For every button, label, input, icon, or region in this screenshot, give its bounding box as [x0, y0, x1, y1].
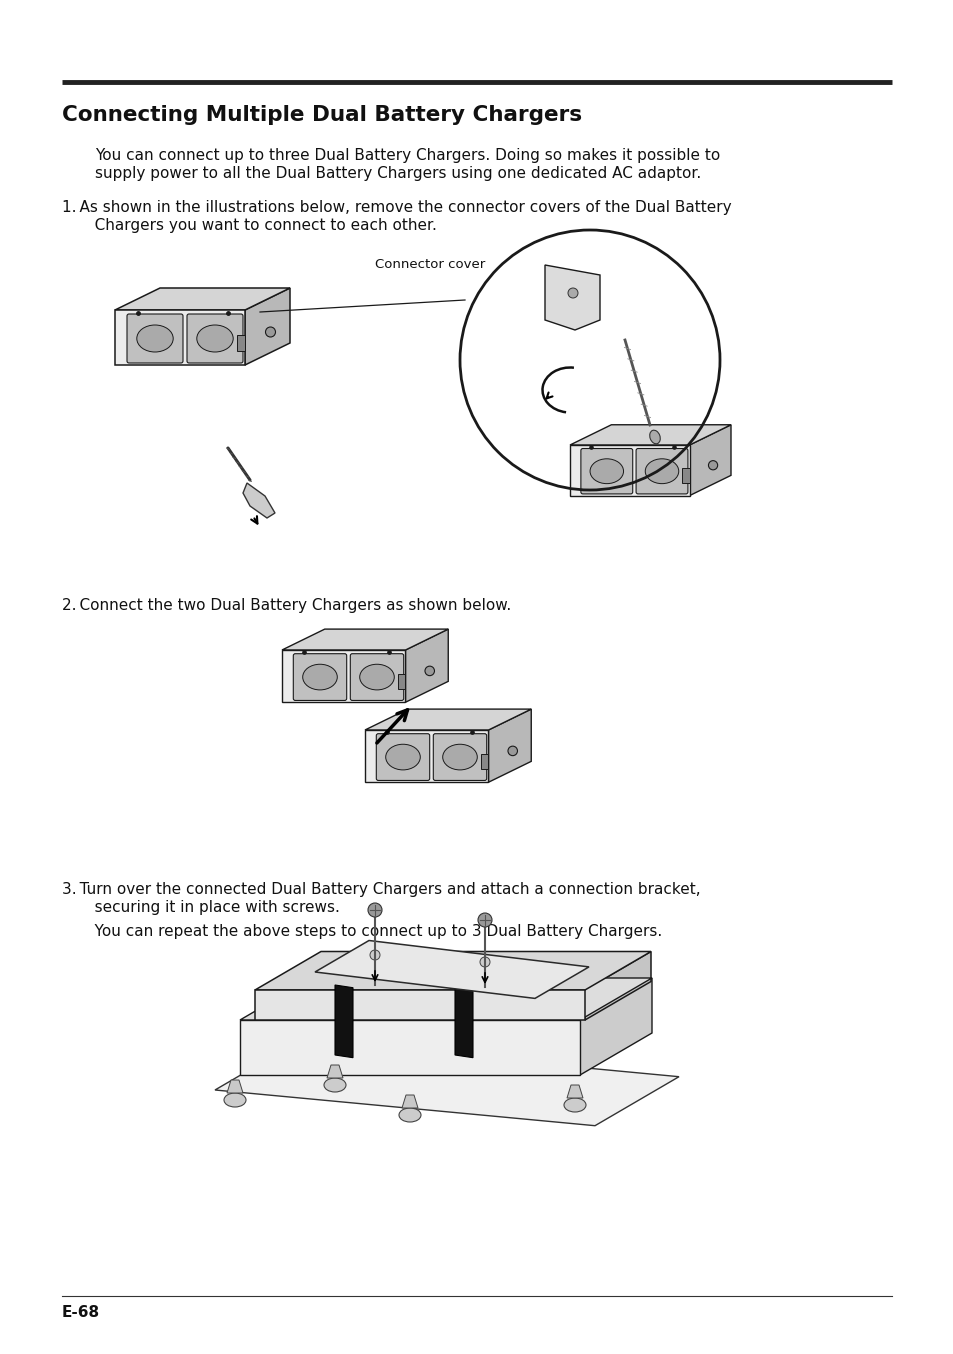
Ellipse shape	[442, 745, 476, 770]
Circle shape	[479, 957, 490, 967]
FancyBboxPatch shape	[636, 448, 687, 494]
Polygon shape	[115, 288, 290, 310]
Polygon shape	[584, 952, 650, 1020]
Text: securing it in place with screws.: securing it in place with screws.	[80, 900, 339, 915]
Ellipse shape	[196, 325, 233, 352]
Ellipse shape	[302, 665, 337, 691]
Text: Connector cover: Connector cover	[375, 259, 485, 271]
Polygon shape	[569, 445, 689, 496]
Polygon shape	[365, 709, 531, 730]
Polygon shape	[314, 941, 588, 998]
Bar	[480, 754, 488, 769]
FancyBboxPatch shape	[293, 654, 346, 700]
Circle shape	[370, 951, 379, 960]
Polygon shape	[488, 709, 531, 783]
Polygon shape	[689, 425, 730, 496]
Polygon shape	[544, 265, 599, 330]
Text: Chargers you want to connect to each other.: Chargers you want to connect to each oth…	[80, 218, 436, 233]
Circle shape	[708, 460, 717, 470]
Polygon shape	[115, 310, 245, 366]
Circle shape	[368, 903, 381, 917]
Polygon shape	[327, 1066, 343, 1078]
Circle shape	[567, 288, 578, 298]
Ellipse shape	[324, 1078, 346, 1091]
Text: 3. Turn over the connected Dual Battery Chargers and attach a connection bracket: 3. Turn over the connected Dual Battery …	[62, 881, 700, 896]
Ellipse shape	[398, 1108, 420, 1122]
Text: 2. Connect the two Dual Battery Chargers as shown below.: 2. Connect the two Dual Battery Chargers…	[62, 598, 511, 613]
Ellipse shape	[649, 431, 659, 444]
Bar	[236, 334, 245, 351]
Text: E-68: E-68	[62, 1305, 100, 1320]
FancyBboxPatch shape	[127, 314, 183, 363]
Text: You can connect up to three Dual Battery Chargers. Doing so makes it possible to: You can connect up to three Dual Battery…	[95, 148, 720, 162]
FancyBboxPatch shape	[433, 734, 486, 780]
Polygon shape	[401, 1095, 417, 1108]
Text: You can repeat the above steps to connect up to 3 Dual Battery Chargers.: You can repeat the above steps to connec…	[80, 923, 661, 940]
FancyBboxPatch shape	[375, 734, 429, 780]
Polygon shape	[254, 952, 650, 990]
Circle shape	[265, 328, 275, 337]
Polygon shape	[579, 978, 651, 1075]
Polygon shape	[335, 984, 353, 1057]
Polygon shape	[240, 1020, 579, 1075]
Ellipse shape	[385, 745, 420, 770]
FancyBboxPatch shape	[580, 448, 632, 494]
Polygon shape	[227, 1080, 243, 1093]
Polygon shape	[254, 990, 584, 1020]
Circle shape	[507, 746, 517, 756]
Bar	[681, 467, 689, 483]
Text: supply power to all the Dual Battery Chargers using one dedicated AC adaptor.: supply power to all the Dual Battery Cha…	[95, 167, 700, 181]
Ellipse shape	[359, 665, 394, 691]
Polygon shape	[245, 288, 290, 366]
Polygon shape	[455, 984, 473, 1057]
Polygon shape	[569, 425, 730, 445]
Polygon shape	[240, 978, 651, 1020]
Text: 1. As shown in the illustrations below, remove the connector covers of the Dual : 1. As shown in the illustrations below, …	[62, 200, 731, 215]
Ellipse shape	[563, 1098, 585, 1112]
FancyBboxPatch shape	[187, 314, 243, 363]
Ellipse shape	[224, 1093, 246, 1108]
Ellipse shape	[590, 459, 623, 483]
Polygon shape	[405, 630, 448, 703]
Polygon shape	[566, 1085, 582, 1098]
Polygon shape	[214, 1041, 679, 1125]
Ellipse shape	[136, 325, 173, 352]
Circle shape	[424, 666, 434, 676]
FancyBboxPatch shape	[350, 654, 403, 700]
Polygon shape	[282, 630, 448, 650]
Ellipse shape	[644, 459, 678, 483]
Polygon shape	[365, 730, 488, 783]
Text: Connecting Multiple Dual Battery Chargers: Connecting Multiple Dual Battery Charger…	[62, 106, 581, 125]
Bar	[397, 673, 405, 689]
Polygon shape	[282, 650, 405, 703]
Circle shape	[477, 913, 492, 927]
Polygon shape	[243, 483, 274, 519]
